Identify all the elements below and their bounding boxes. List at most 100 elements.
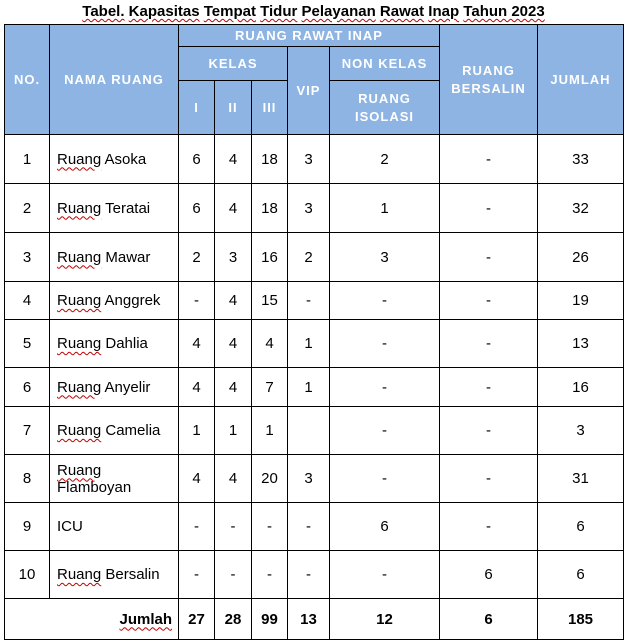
cell-kelas-i: 4 <box>178 319 215 368</box>
cell-no: 7 <box>4 406 50 455</box>
room-name: Camelia <box>105 422 161 439</box>
header-ruang-bersalin-line1: RUANG <box>462 62 515 78</box>
cell-isolasi: - <box>329 281 440 320</box>
cell-isolasi: - <box>329 367 440 407</box>
header-ruang-bersalin: RUANG BERSALIN <box>439 24 538 135</box>
cell-vip: - <box>287 550 330 599</box>
cell-kelas-iii: 1 <box>251 406 288 455</box>
cell-bersalin: 6 <box>439 550 538 599</box>
cell-bersalin: - <box>439 134 538 184</box>
cell-nama-ruang: Ruang Anggrek <box>49 281 179 320</box>
cell-isolasi: - <box>329 406 440 455</box>
cell-jumlah: 32 <box>537 183 624 233</box>
cell-kelas-ii: 4 <box>214 183 252 233</box>
table-row: 5 Ruang Dahlia 4 4 4 1- -13 <box>4 319 624 368</box>
cell-vip: 3 <box>287 134 330 184</box>
cell-isolasi: 3 <box>329 232 440 282</box>
title-word: Pelayanan <box>301 3 376 20</box>
cell-kelas-iii: - <box>251 550 288 599</box>
cell-kelas-ii: - <box>214 502 252 551</box>
cell-bersalin: - <box>439 454 538 503</box>
total-label: Jumlah <box>4 598 179 640</box>
cell-no: 8 <box>4 454 50 503</box>
cell-nama-ruang: Ruang Dahlia <box>49 319 179 368</box>
table-row: 8 Ruang Flamboyan 4 4 20 3- -31 <box>4 454 624 503</box>
cell-vip: 1 <box>287 367 330 407</box>
cell-vip <box>287 406 330 455</box>
table-row: 3 Ruang Mawar 2 3 16 2 3-26 <box>4 232 624 282</box>
cell-isolasi: 2 <box>329 134 440 184</box>
room-name: Asoka <box>104 150 147 168</box>
cell-no: 1 <box>4 134 50 184</box>
room-prefix: Ruang <box>57 566 102 583</box>
cell-nama-ruang: Ruang Teratai <box>49 183 179 233</box>
room-name: Teratai <box>105 199 151 217</box>
cell-nama-ruang: Ruang Mawar <box>49 232 179 282</box>
cell-no: 9 <box>4 502 50 551</box>
cell-kelas-i: 1 <box>178 406 215 455</box>
cell-isolasi: 6 <box>329 502 440 551</box>
room-name: Bersalin <box>105 566 160 583</box>
header-no: NO. <box>4 24 50 135</box>
cell-vip: - <box>287 281 330 320</box>
room-prefix: Ruang <box>57 335 102 352</box>
cell-isolasi: - <box>329 454 440 503</box>
header-vip: VIP <box>287 46 330 135</box>
capacity-table: NO. NAMA RUANG RUANG RAWAT INAP RUANG BE… <box>4 24 624 640</box>
header-kelas-i: I <box>178 80 215 135</box>
cell-bersalin: - <box>439 319 538 368</box>
table-row: 4 Ruang Anggrek -4 15- - -19 <box>4 281 624 320</box>
cell-kelas-iii: - <box>251 502 288 551</box>
total-jumlah: 185 <box>537 598 624 640</box>
header-ruang-isolasi-line1: RUANG <box>358 90 411 106</box>
cell-kelas-ii: 4 <box>214 281 252 320</box>
cell-jumlah: 13 <box>537 319 624 368</box>
header-ruang-isolasi-line2: ISOLASI <box>354 108 414 124</box>
cell-nama-ruang: Ruang Bersalin <box>49 550 179 599</box>
cell-kelas-i: - <box>178 281 215 320</box>
cell-jumlah: 16 <box>537 367 624 407</box>
table-row: 7 Ruang Camelia 1 1 1- -3 <box>4 406 624 455</box>
cell-kelas-ii: - <box>214 550 252 599</box>
header-ruang-rawat-inap: RUANG RAWAT INAP <box>178 24 440 47</box>
cell-jumlah: 19 <box>537 281 624 320</box>
cell-kelas-i: 6 <box>178 183 215 233</box>
table-row: 6 Ruang Anyelir 4 4 7 1- -16 <box>4 367 624 407</box>
cell-bersalin: - <box>439 502 538 551</box>
title-word: Tabel. <box>82 3 125 20</box>
cell-isolasi: - <box>329 550 440 599</box>
title-word: Tidur <box>260 3 298 20</box>
cell-kelas-i: 4 <box>178 454 215 503</box>
cell-bersalin: - <box>439 406 538 455</box>
cell-no: 4 <box>4 281 50 320</box>
cell-bersalin: - <box>439 232 538 282</box>
room-prefix: Ruang <box>57 422 102 439</box>
total-kelas-ii: 28 <box>214 598 252 640</box>
total-kelas-i: 27 <box>178 598 215 640</box>
cell-jumlah: 3 <box>537 406 624 455</box>
cell-kelas-iii: 16 <box>251 232 288 282</box>
room-prefix: Ruang <box>57 150 102 168</box>
cell-kelas-iii: 7 <box>251 367 288 407</box>
cell-bersalin: - <box>439 183 538 233</box>
cell-isolasi: - <box>329 319 440 368</box>
cell-jumlah: 26 <box>537 232 624 282</box>
cell-jumlah: 31 <box>537 454 624 503</box>
title-word: Rawat <box>379 3 425 20</box>
cell-kelas-iii: 15 <box>251 281 288 320</box>
header-kelas-ii: II <box>214 80 252 135</box>
cell-jumlah: 33 <box>537 134 624 184</box>
cell-no: 5 <box>4 319 50 368</box>
cell-kelas-i: - <box>178 550 215 599</box>
cell-isolasi: 1 <box>329 183 440 233</box>
cell-kelas-ii: 3 <box>214 232 252 282</box>
cell-no: 6 <box>4 367 50 407</box>
total-label-text: Jumlah <box>119 610 172 628</box>
title-word: Inap <box>428 3 460 20</box>
cell-kelas-iii: 18 <box>251 134 288 184</box>
table-title: Tabel. Kapasitas Tempat Tidur Pelayanan … <box>0 2 627 22</box>
room-prefix: Ruang <box>57 248 102 266</box>
cell-jumlah: 6 <box>537 550 624 599</box>
cell-nama-ruang: Ruang Asoka <box>49 134 179 184</box>
room-name: Dahlia <box>105 335 148 352</box>
